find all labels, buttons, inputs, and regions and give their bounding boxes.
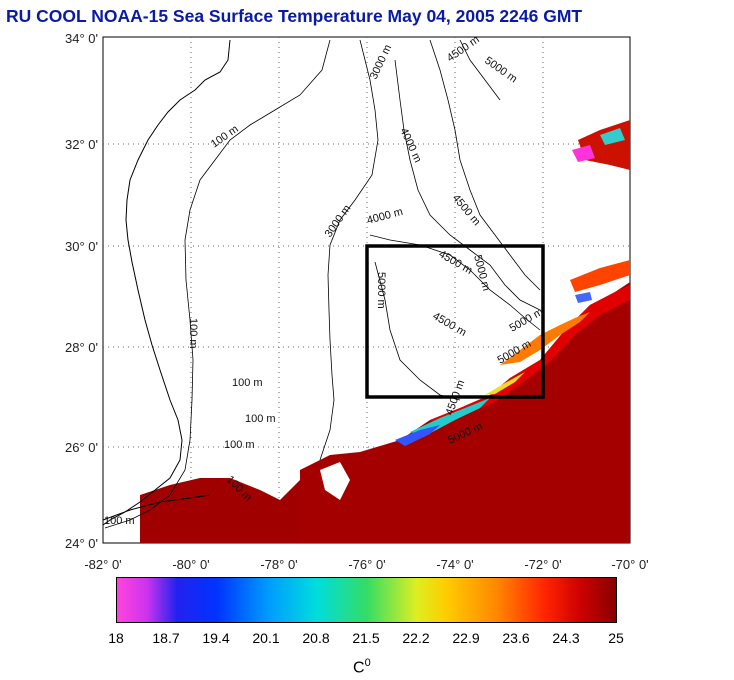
unit-label: C bbox=[353, 659, 365, 677]
colorbar-tick: 21.5 bbox=[352, 630, 380, 646]
isobaths bbox=[104, 39, 541, 529]
lat-label: 34° 0' bbox=[65, 31, 98, 46]
lat-label: 24° 0' bbox=[65, 536, 98, 551]
isobath-label: 5000 m bbox=[375, 272, 387, 309]
coastline bbox=[102, 39, 231, 526]
colorbar-unit: C0 bbox=[353, 657, 371, 677]
colorbar-tick: 22.9 bbox=[452, 630, 480, 646]
latitude-labels: 34° 0' 32° 0' 30° 0' 28° 0' 26° 0' 24° 0… bbox=[65, 31, 98, 551]
sst-south-patch bbox=[140, 478, 300, 543]
isobath-label: 100 m bbox=[245, 413, 276, 425]
colorbar-tick: 23.6 bbox=[502, 630, 530, 646]
colorbar-gradient bbox=[116, 577, 617, 623]
lon-label: -78° 0' bbox=[260, 557, 297, 572]
colorbar-ticks: 18 18.7 19.4 20.1 20.8 21.5 22.2 22.9 23… bbox=[90, 630, 650, 650]
sst-east-band bbox=[570, 260, 630, 292]
colorbar-tick: 20.8 bbox=[302, 630, 330, 646]
lon-label: -82° 0' bbox=[84, 557, 121, 572]
sst-yellow-edge bbox=[485, 372, 525, 395]
unit-superscript: 0 bbox=[364, 657, 371, 669]
lon-label: -74° 0' bbox=[436, 557, 473, 572]
lat-label: 28° 0' bbox=[65, 340, 98, 355]
colorbar-tick: 22.2 bbox=[402, 630, 430, 646]
lat-label: 32° 0' bbox=[65, 137, 98, 152]
colorbar bbox=[116, 577, 617, 623]
colorbar-tick: 19.4 bbox=[202, 630, 230, 646]
sst-east-blue bbox=[575, 292, 592, 303]
sst-cyan-edge bbox=[410, 398, 490, 436]
lat-label: 30° 0' bbox=[65, 239, 98, 254]
lon-label: -72° 0' bbox=[524, 557, 561, 572]
sst-ne-cyan bbox=[600, 128, 625, 145]
sst-blue-edge bbox=[395, 425, 440, 446]
longitude-labels: -82° 0' -80° 0' -78° 0' -76° 0' -74° 0' … bbox=[84, 557, 648, 572]
lon-label: -80° 0' bbox=[172, 557, 209, 572]
lat-label: 26° 0' bbox=[65, 440, 98, 455]
colorbar-tick: 20.1 bbox=[252, 630, 280, 646]
lon-label: -70° 0' bbox=[611, 557, 648, 572]
colorbar-tick: 25 bbox=[608, 630, 624, 646]
colorbar-tick: 18 bbox=[108, 630, 124, 646]
colorbar-tick: 24.3 bbox=[552, 630, 580, 646]
lon-label: -76° 0' bbox=[348, 557, 385, 572]
sst-ne-magenta bbox=[572, 145, 595, 162]
isobath-label: 100 m bbox=[224, 439, 255, 451]
sst-orange-front bbox=[500, 312, 590, 365]
sst-bahamas-white bbox=[320, 462, 350, 500]
study-box bbox=[365, 244, 545, 399]
sst-data bbox=[140, 120, 630, 543]
colorbar-tick: 18.7 bbox=[152, 630, 180, 646]
map-title: RU COOL NOAA-15 Sea Surface Temperature … bbox=[6, 6, 583, 26]
isobath-label: 100 m bbox=[232, 377, 263, 389]
isobath-label: 100 m bbox=[187, 318, 199, 349]
isobath-label: 100 m bbox=[104, 515, 135, 527]
